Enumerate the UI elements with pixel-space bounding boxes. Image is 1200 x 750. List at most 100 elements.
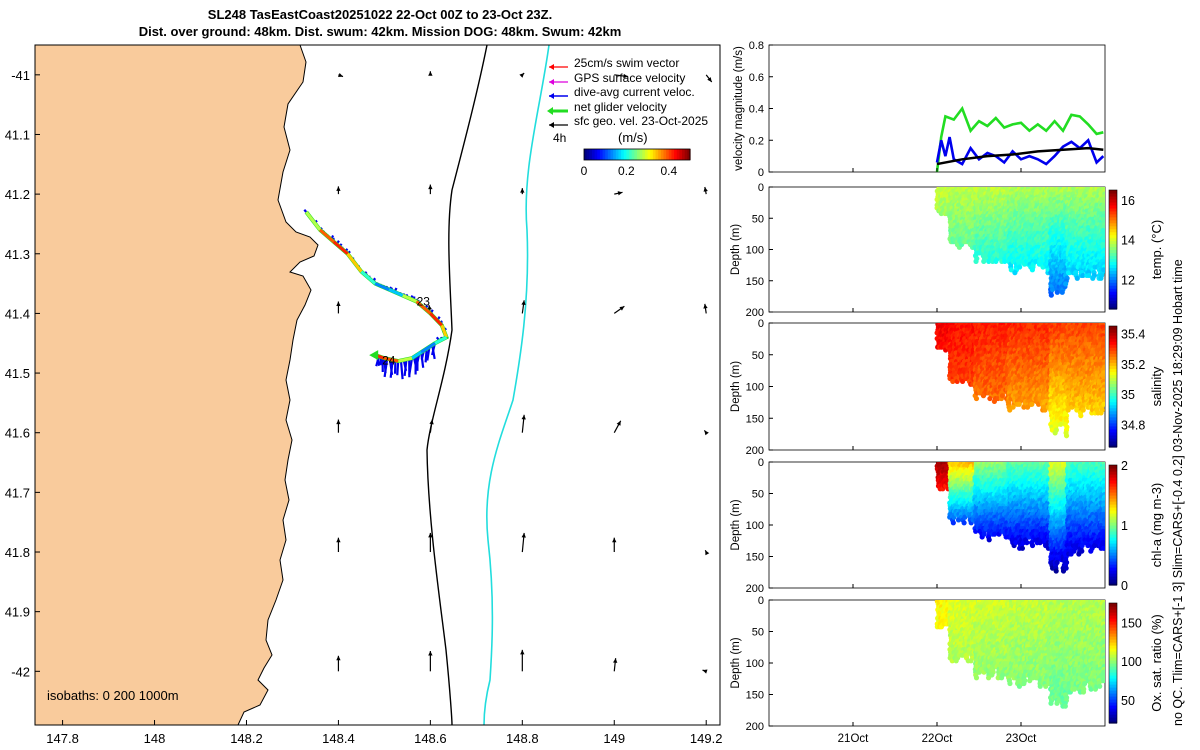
map-x-tick-label: 147.8 — [46, 731, 79, 746]
legend-net-glider-velocity-label: net glider velocity — [574, 100, 667, 114]
profile-sample — [1080, 272, 1086, 279]
profile-sample — [973, 258, 979, 264]
panel-colorbar-swatch — [1109, 410, 1117, 415]
panel-colorbar-swatch — [1109, 425, 1117, 430]
colorbar-swatch — [647, 149, 651, 160]
velocity-panel-frame — [768, 44, 1106, 173]
geo-vector-head — [521, 414, 526, 420]
panel-colorbar-swatch — [1109, 303, 1117, 307]
colorbar-tick-label: 0.2 — [618, 164, 635, 178]
velocity-y-tick-label: 0.6 — [749, 72, 764, 84]
panel-colorbar-swatch — [1109, 210, 1117, 215]
panel-colorbar-swatch — [1109, 329, 1117, 333]
panel-colorbar-swatch — [1109, 392, 1117, 397]
panel-colorbar-swatch — [1109, 326, 1117, 330]
depth-y-tick-label: 200 — [746, 445, 764, 457]
profile-sample — [1086, 272, 1092, 279]
panel-colorbar-swatch — [1109, 216, 1117, 221]
track-end-arrow — [369, 350, 379, 361]
panel-colorbar-label: salinity — [1149, 366, 1164, 406]
colorbar-swatch — [676, 149, 680, 160]
panel-colorbar-swatch — [1109, 398, 1117, 403]
velocity-y-tick-label: 0 — [758, 167, 764, 179]
geo-vector-head — [702, 669, 708, 674]
panel-colorbar-swatch — [1109, 288, 1117, 292]
map-y-tick-label: 41.9 — [5, 605, 30, 620]
geo-vector-head — [336, 655, 341, 661]
panel-colorbar-swatch — [1109, 386, 1117, 391]
profile-sample — [1010, 404, 1016, 410]
panel-colorbar-swatch — [1109, 440, 1117, 445]
legend-sfc-geo-velocity: sfc geo. vel. 23-Oct-2025 — [549, 114, 708, 128]
dive-avg-current-vector — [388, 359, 394, 376]
panel-colorbar-swatch — [1109, 368, 1117, 372]
panel-colorbar-swatch — [1109, 300, 1117, 304]
colorbar-swatch — [615, 149, 620, 160]
colorbar-swatch — [666, 149, 670, 160]
dive-avg-current-vector — [396, 361, 400, 376]
map-y-tick-label: 41.4 — [5, 306, 30, 321]
track-segment — [388, 288, 404, 297]
velocity-y-tick-label: 0.8 — [749, 40, 764, 52]
colorbar-swatch — [674, 149, 678, 160]
panel-colorbar-swatch — [1109, 207, 1117, 212]
panel-colorbar-swatch — [1109, 276, 1117, 280]
speed-colorbar: 0 0.2 0.4 — [581, 148, 691, 178]
panel-colorbar-swatch — [1109, 416, 1117, 421]
legend-sfc-geo-velocity-label: sfc geo. vel. 23-Oct-2025 — [574, 114, 708, 128]
panel-colorbar-swatch — [1109, 443, 1117, 448]
geo-vector-head — [428, 71, 433, 76]
map-y-tick-label: 41.7 — [5, 485, 30, 500]
profile-sample — [1033, 258, 1039, 264]
depth-y-tick-label: 50 — [752, 213, 764, 225]
velocity-y-label: velocity magnitude (m/s) — [733, 46, 745, 171]
legend-dive-avg-current-label: dive-avg current veloc. — [574, 85, 695, 99]
panel-colorbar-swatch — [1109, 261, 1117, 265]
track-segment — [346, 252, 363, 273]
colorbar-swatch — [634, 149, 638, 160]
map-y-tick-label: 41.6 — [5, 426, 30, 441]
track-segment — [397, 356, 413, 363]
panel-colorbar-label: temp. (°C) — [1149, 220, 1164, 279]
colorbar-swatch — [591, 149, 596, 160]
track-segment — [402, 294, 418, 303]
geo-vector-head — [616, 420, 621, 426]
track-segment — [429, 312, 443, 327]
panel-colorbar-swatch — [1109, 431, 1117, 436]
panel-colorbar-swatch — [1109, 234, 1117, 239]
isobaths-label: isobaths: 0 200 1000m — [47, 688, 179, 703]
legend-dive-avg-current: dive-avg current veloc. — [549, 85, 695, 99]
colorbar-swatch — [629, 149, 633, 160]
legend-gps-velocity-label: GPS surface velocity — [574, 71, 685, 85]
panel-colorbar-swatch — [1109, 282, 1117, 286]
map-x-tick-label: 148.8 — [506, 731, 539, 746]
panel-colorbar-tick-label: 35.2 — [1121, 358, 1145, 372]
colorbar-swatch — [599, 149, 604, 160]
map-x-tick-label: 148.6 — [414, 731, 447, 746]
panel-colorbar-swatch — [1109, 404, 1117, 409]
map-x-tick-label: 148 — [144, 731, 166, 746]
track-label-24: 24 — [382, 354, 396, 368]
map-legend: 25cm/s swim vector GPS surface velocity … — [547, 56, 708, 178]
panel-colorbar-swatch — [1109, 389, 1117, 394]
panel-colorbar-tick-label: 34.8 — [1121, 418, 1145, 432]
profile-sample — [1029, 267, 1036, 273]
panel-colorbar-swatch — [1109, 228, 1117, 233]
depth-y-tick-label: 150 — [746, 413, 764, 425]
colorbar-swatch — [671, 149, 675, 160]
geo-vector-head — [428, 532, 433, 538]
geo-vector-head — [619, 306, 625, 311]
panel-colorbar-frame — [1108, 189, 1118, 310]
colorbar-swatch — [594, 149, 598, 160]
panel-colorbar-swatch — [1109, 231, 1117, 236]
velocity-series-line — [935, 136, 1105, 166]
colorbar-swatch — [607, 149, 612, 160]
map-x-tick-label: 149.2 — [690, 731, 723, 746]
colorbar-swatch — [639, 149, 643, 160]
geo-vector-head — [428, 184, 433, 190]
velocity-series-line — [935, 105, 1104, 173]
